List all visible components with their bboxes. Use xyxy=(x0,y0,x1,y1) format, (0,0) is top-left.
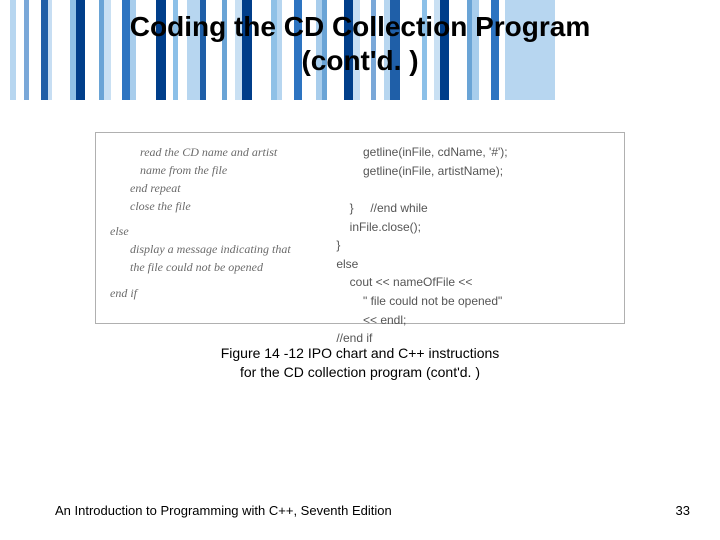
pseudocode-line: close the file xyxy=(110,197,320,215)
figure-caption: Figure 14 -12 IPO chart and C++ instruct… xyxy=(0,344,720,382)
pseudocode-line: name from the file xyxy=(110,161,320,179)
footer: An Introduction to Programming with C++,… xyxy=(0,503,720,518)
pseudocode-line: read the CD name and artist xyxy=(110,143,320,161)
pseudocode-column: read the CD name and artistname from the… xyxy=(96,133,328,323)
pseudocode-line: display a message indicating that xyxy=(110,240,320,258)
page-number: 33 xyxy=(676,503,690,518)
pseudocode-line: else xyxy=(110,222,320,240)
code-column: getline(inFile, cdName, '#'); getline(in… xyxy=(328,133,624,323)
title-line2: (cont'd. ) xyxy=(301,45,418,76)
pseudocode-line: end if xyxy=(110,284,320,302)
pseudocode-line xyxy=(110,215,320,222)
slide-title: Coding the CD Collection Program (cont'd… xyxy=(0,0,720,77)
footer-book-title: An Introduction to Programming with C++,… xyxy=(55,503,392,518)
pseudocode-line: end repeat xyxy=(110,179,320,197)
pseudocode-line xyxy=(110,276,320,283)
figure-box: read the CD name and artistname from the… xyxy=(95,132,625,324)
title-line1: Coding the CD Collection Program xyxy=(130,11,590,42)
pseudocode-line: the file could not be opened xyxy=(110,258,320,276)
caption-line2: for the CD collection program (cont'd. ) xyxy=(240,364,480,380)
